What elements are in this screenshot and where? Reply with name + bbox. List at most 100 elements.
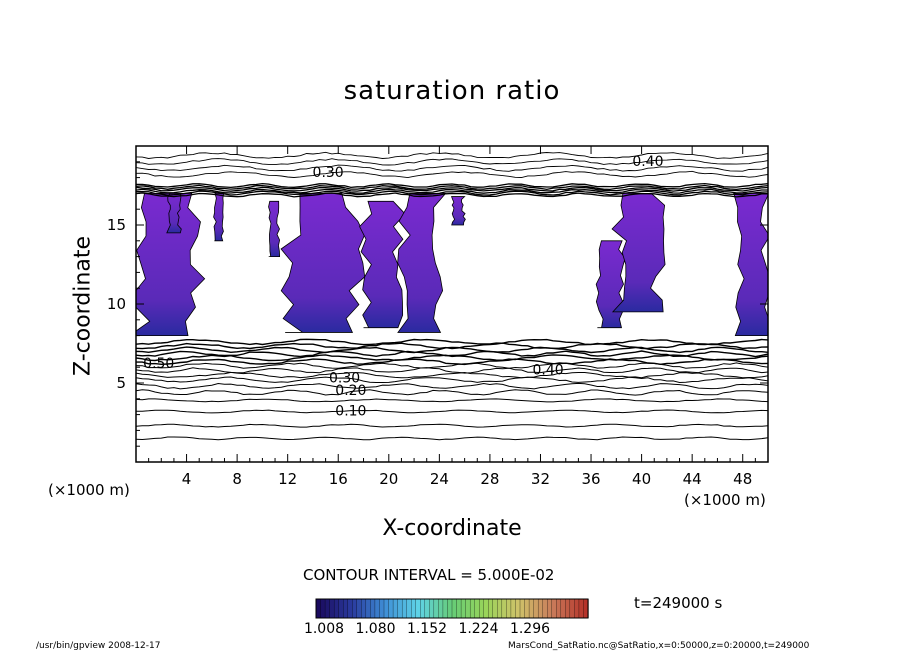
colorbar-cell	[456, 598, 462, 619]
contour-line	[136, 151, 768, 159]
colorbar	[315, 598, 589, 619]
colorbar-cell	[388, 598, 394, 619]
colorbar-cell	[361, 598, 367, 619]
colorbar-cell	[483, 598, 489, 619]
contour-label: 0.40	[632, 154, 663, 170]
colorbar-cell	[411, 598, 417, 619]
x-tick-label: 20	[379, 470, 399, 488]
colorbar-cell	[497, 598, 503, 619]
contour-line	[136, 190, 768, 196]
time-label: t=249000 s	[634, 594, 723, 612]
footer-left: /usr/bin/gpview 2008-12-17	[36, 641, 161, 651]
supersaturated-region	[136, 193, 206, 336]
contour-line	[136, 436, 768, 441]
x-unit-right: (×1000 m)	[684, 491, 766, 509]
supersaturated-regions	[136, 193, 768, 336]
x-tick-label: 32	[530, 470, 551, 488]
colorbar-cell	[479, 598, 485, 619]
supersaturated-region	[166, 193, 182, 234]
colorbar-cell	[533, 598, 539, 619]
chart-title: saturation ratio	[343, 76, 561, 106]
colorbar-cell	[324, 598, 331, 619]
colorbar-cell	[429, 598, 435, 619]
colorbar-cell	[442, 598, 449, 619]
footer-right: MarsCond_SatRatio.nc@SatRatio,x=0:50000,…	[508, 641, 810, 651]
colorbar-cell	[492, 598, 498, 619]
contour-line	[136, 338, 768, 346]
y-tick-label: 5	[116, 374, 126, 392]
y-tick-label: 15	[106, 216, 126, 234]
contour-label: 0.20	[335, 383, 366, 399]
contour-line	[136, 350, 768, 358]
colorbar-cell	[433, 598, 440, 619]
colorbar-cell	[315, 598, 322, 619]
supersaturated-region	[280, 193, 366, 333]
colorbar-cell	[447, 598, 453, 619]
x-tick-label: 12	[278, 470, 298, 488]
x-tick-label: 8	[232, 470, 242, 488]
colorbar-cell	[515, 598, 521, 619]
contour-line	[136, 358, 768, 366]
colorbar-cell	[383, 598, 390, 619]
contour-line	[136, 346, 768, 354]
colorbar-tick-label: 1.008	[303, 621, 345, 637]
colorbar-cell	[469, 598, 476, 619]
contour-line	[136, 186, 768, 192]
colorbar-tick-label: 1.080	[355, 621, 396, 637]
colorbar-cell	[460, 598, 467, 619]
contour-line	[136, 376, 768, 384]
contour-line	[136, 164, 768, 172]
colorbar-cell	[379, 598, 385, 619]
contour-line	[136, 398, 768, 403]
colorbar-cell	[329, 598, 335, 619]
colorbar-cell	[424, 598, 430, 619]
colorbar-tick-label: 1.152	[406, 621, 448, 637]
x-unit-left: (×1000 m)	[48, 481, 130, 499]
x-tick-label: 16	[328, 470, 348, 488]
colorbar-tick-label: 1.224	[458, 621, 499, 637]
colorbar-cell	[352, 598, 358, 619]
supersaturated-region	[268, 200, 281, 257]
x-tick-label: 44	[682, 470, 702, 488]
supersaturated-region	[595, 240, 626, 329]
x-axis-label: X-coordinate	[382, 516, 522, 541]
contour-label: 0.30	[313, 165, 344, 181]
colorbar-cell	[320, 598, 326, 619]
colorbar-cell	[374, 598, 381, 619]
colorbar-cell	[392, 598, 399, 619]
colorbar-cell	[451, 598, 458, 619]
contour-line	[136, 389, 768, 396]
colorbar-cell	[465, 598, 471, 619]
colorbar-cell	[542, 598, 548, 619]
colorbar-cell	[338, 598, 344, 619]
colorbar-cell	[524, 598, 530, 619]
supersaturated-region	[450, 196, 466, 226]
colorbar-cell	[474, 598, 480, 619]
colorbar-cell	[397, 598, 403, 619]
axis-ticks	[136, 146, 768, 462]
colorbar-frame	[315, 598, 589, 619]
colorbar-cell	[347, 598, 353, 619]
colorbar-cell	[506, 598, 512, 619]
contour-line	[136, 423, 768, 428]
contour-label: 0.40	[532, 362, 563, 378]
x-tick-label: 24	[429, 470, 449, 488]
colorbar-cell	[565, 598, 571, 619]
colorbar-cell	[333, 598, 340, 619]
contour-line	[136, 367, 768, 374]
colorbar-cell	[537, 598, 544, 619]
supersaturated-region	[733, 193, 768, 336]
colorbar-cell	[510, 598, 517, 619]
supersaturated-region	[359, 200, 406, 329]
contour-labels: 0.400.300.50 0.400.300.200.10	[143, 154, 663, 420]
colorbar-cell	[406, 598, 412, 619]
colorbar-cell	[415, 598, 421, 619]
colorbar-cell	[528, 598, 535, 619]
supersaturated-region	[397, 193, 447, 333]
colorbar-cell	[501, 598, 508, 619]
contour-line	[136, 192, 768, 198]
colorbar-cell	[519, 598, 526, 619]
colorbar-cell	[569, 598, 576, 619]
colorbar-cell	[370, 598, 376, 619]
